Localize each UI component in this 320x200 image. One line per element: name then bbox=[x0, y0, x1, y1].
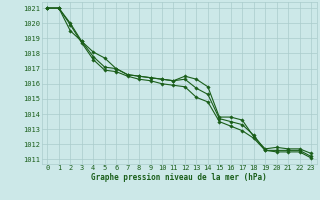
X-axis label: Graphe pression niveau de la mer (hPa): Graphe pression niveau de la mer (hPa) bbox=[91, 173, 267, 182]
